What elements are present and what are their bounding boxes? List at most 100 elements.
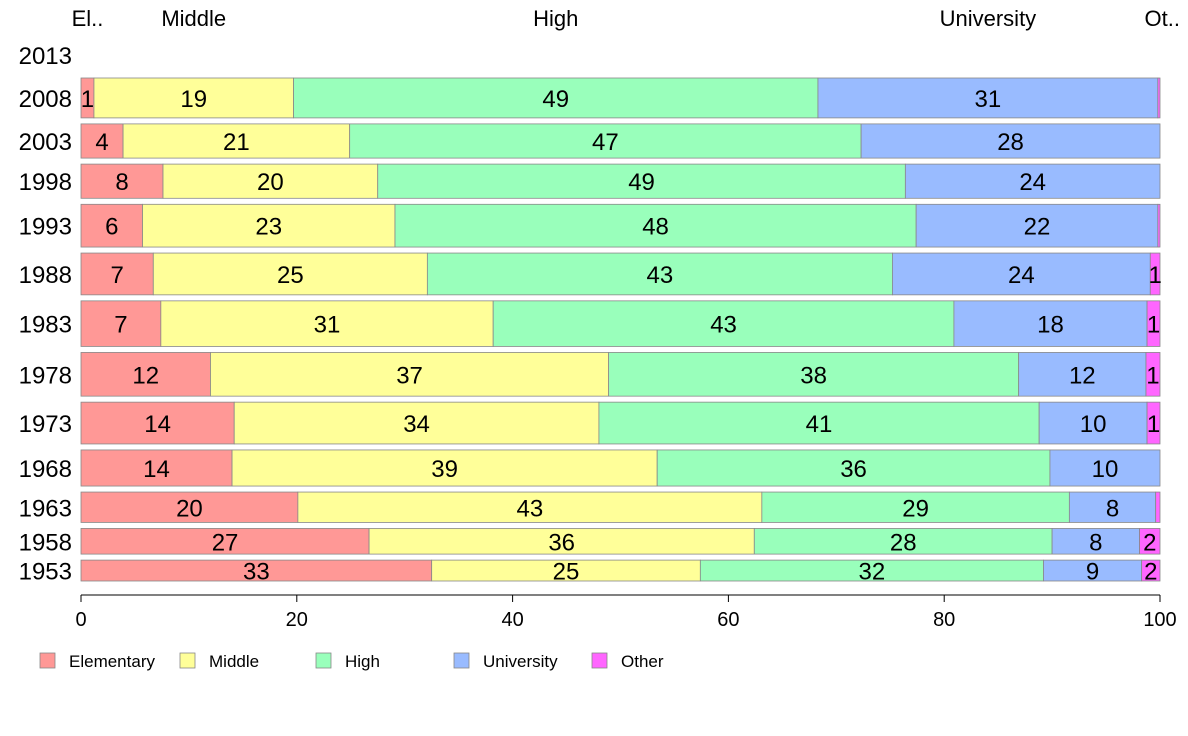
bar-segment-2003-elementary (80, 123, 124, 159)
bar-segment-1963-university (1068, 491, 1157, 523)
year-label-1983: 1983 (19, 312, 72, 339)
bar-segment-1978-elementary (80, 352, 211, 397)
data-label-1953-university: 9 (1086, 559, 1099, 586)
bar-segment-1973-middle (233, 401, 600, 445)
legend-swatch-other (591, 652, 608, 669)
bar-segment-1993-middle (142, 203, 396, 248)
data-label-2003-middle: 21 (223, 129, 250, 156)
x-tick-label-40: 40 (501, 609, 523, 631)
year-label-2013: 2013 (19, 43, 72, 70)
data-label-1993-high: 48 (642, 214, 669, 241)
data-label-1993-university: 22 (1024, 214, 1051, 241)
bar-segment-1953-other (1141, 559, 1161, 582)
data-label-1968-middle: 39 (431, 456, 458, 483)
year-label-1963: 1963 (19, 495, 72, 522)
bar-segment-1958-university (1051, 528, 1140, 555)
data-label-1993-middle: 23 (255, 214, 282, 241)
bar-segment-1958-elementary (80, 528, 370, 555)
bar-segment-1983-high (492, 300, 955, 347)
bar-segment-1988-high (426, 252, 893, 296)
year-label-1973: 1973 (19, 411, 72, 438)
bar-segment-1993-high (394, 203, 917, 248)
x-tick-label-60: 60 (717, 609, 739, 631)
bar-segment-1978-university (1018, 352, 1147, 397)
column-header-middle: Middle (161, 6, 226, 31)
data-label-1988-other: 1 (1148, 262, 1161, 289)
data-label-1973-other: 1 (1147, 411, 1160, 438)
data-label-1958-high: 28 (890, 529, 917, 556)
year-label-1988: 1988 (19, 262, 72, 289)
bar-segment-1993-other (1157, 203, 1161, 248)
data-label-2008-university: 31 (975, 86, 1002, 113)
data-label-1983-other: 1 (1147, 312, 1160, 339)
data-label-1973-middle: 34 (403, 411, 430, 438)
bar-segment-1978-other (1145, 352, 1161, 397)
bar-segment-1968-university (1049, 449, 1161, 487)
data-label-1953-high: 32 (859, 559, 886, 586)
data-label-1953-other: 2 (1144, 559, 1157, 586)
data-label-1958-elementary: 27 (212, 529, 239, 556)
data-label-2003-high: 47 (592, 129, 619, 156)
column-header-high: High (533, 6, 578, 31)
year-label-1978: 1978 (19, 362, 72, 389)
bar-segment-1983-university (953, 300, 1148, 347)
data-label-2008-elementary: 1 (81, 86, 94, 113)
bar-segment-1958-high (753, 528, 1053, 555)
data-label-1973-elementary: 14 (144, 411, 171, 438)
data-label-1983-elementary: 7 (114, 312, 127, 339)
bar-segment-2008-other (1157, 77, 1161, 119)
data-label-1953-middle: 25 (553, 559, 580, 586)
data-label-1998-middle: 20 (257, 169, 284, 196)
data-label-2003-university: 28 (997, 129, 1024, 156)
year-label-1993: 1993 (19, 214, 72, 241)
data-label-2008-high: 49 (542, 86, 569, 113)
bar-segment-1973-high (598, 401, 1040, 445)
data-label-1963-elementary: 20 (176, 495, 203, 522)
legend-label-elementary: Elementary (69, 652, 155, 671)
data-label-1988-elementary: 7 (110, 262, 123, 289)
data-label-1978-elementary: 12 (132, 362, 159, 389)
year-label-1958: 1958 (19, 529, 72, 556)
bar-segment-2003-university (860, 123, 1161, 159)
bar-segment-1993-university (915, 203, 1159, 248)
bar-segment-1958-middle (368, 528, 755, 555)
data-label-2008-middle: 19 (180, 86, 207, 113)
data-label-1998-elementary: 8 (115, 169, 128, 196)
year-label-2003: 2003 (19, 129, 72, 156)
data-label-1978-middle: 37 (396, 362, 423, 389)
bar-segment-1983-other (1146, 300, 1161, 347)
year-label-1953: 1953 (19, 559, 72, 586)
data-label-1988-high: 43 (647, 262, 674, 289)
year-label-2008: 2008 (19, 86, 72, 113)
bar-segment-1998-high (377, 163, 906, 199)
data-label-1963-middle: 43 (517, 495, 544, 522)
bar-segment-1978-middle (210, 352, 610, 397)
data-label-1983-university: 18 (1037, 312, 1064, 339)
year-label-1998: 1998 (19, 169, 72, 196)
legend-label-high: High (345, 652, 380, 671)
x-tick-label-100: 100 (1143, 609, 1176, 631)
legend-swatch-university (453, 652, 470, 669)
data-label-1953-elementary: 33 (243, 559, 270, 586)
bar-segment-1963-middle (297, 491, 763, 523)
bar-segment-1973-elementary (80, 401, 235, 445)
x-tick-label-20: 20 (286, 609, 308, 631)
bar-segment-1998-elementary (80, 163, 164, 199)
data-label-1978-high: 38 (800, 362, 827, 389)
legend-swatch-high (315, 652, 332, 669)
bar-segment-1993-elementary (80, 203, 143, 248)
bar-segment-2003-high (349, 123, 862, 159)
bar-segment-1988-middle (152, 252, 428, 296)
bar-segment-1988-other (1149, 252, 1161, 296)
data-label-1978-other: 1 (1146, 362, 1159, 389)
bar-segment-1968-elementary (80, 449, 233, 487)
x-tick-label-0: 0 (75, 609, 86, 631)
bar-segment-1973-university (1038, 401, 1148, 445)
bar-segment-1988-university (892, 252, 1151, 296)
data-label-1983-high: 43 (710, 312, 737, 339)
year-label-1968: 1968 (19, 456, 72, 483)
bar-segment-2008-middle (93, 77, 294, 119)
data-label-1973-university: 10 (1080, 411, 1107, 438)
